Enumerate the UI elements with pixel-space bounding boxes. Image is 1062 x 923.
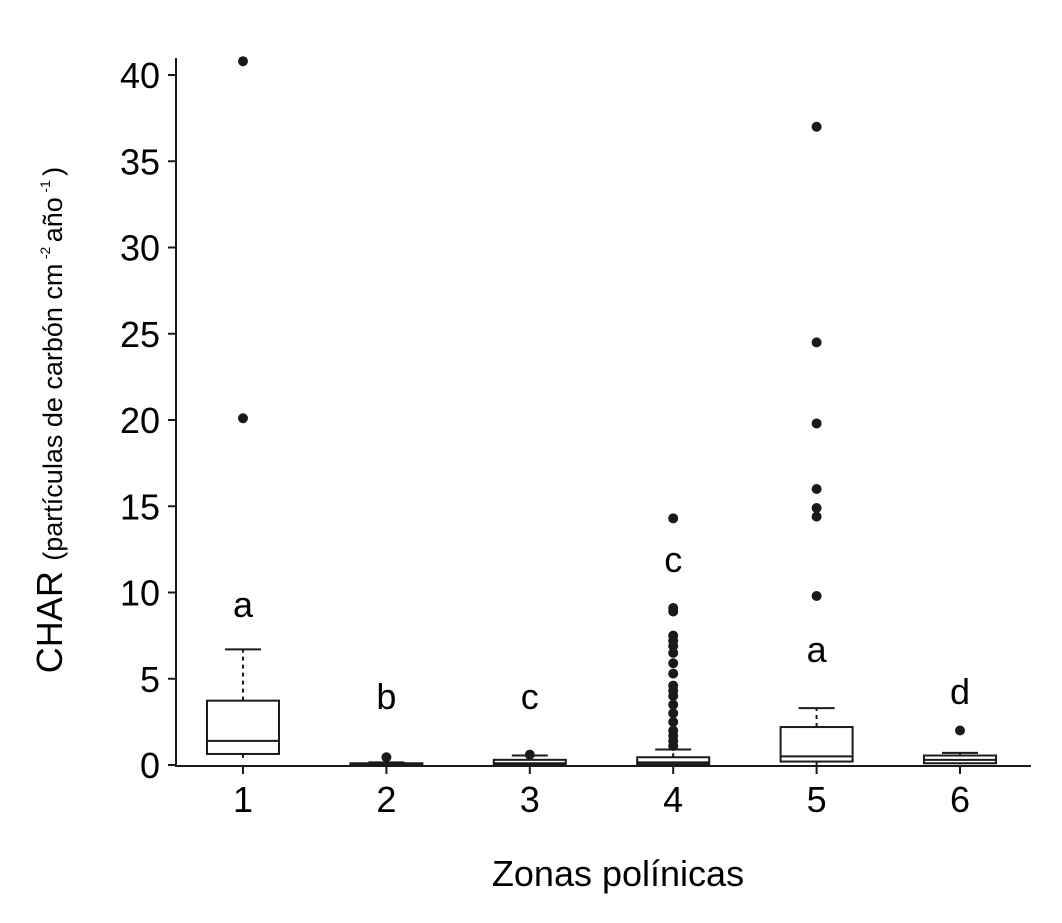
- box: [206, 699, 280, 755]
- significance-letter: a: [807, 629, 828, 670]
- y-tick-label: 5: [140, 659, 160, 700]
- x-tick-label: 5: [807, 779, 827, 820]
- y-tick-label: 15: [120, 486, 160, 527]
- significance-letter: d: [950, 671, 970, 712]
- box-group-6: d: [923, 671, 997, 765]
- outlier-point: [811, 590, 822, 601]
- x-tick-label: 6: [950, 779, 970, 820]
- y-label-mid: año: [38, 197, 68, 242]
- box-group-5: a: [779, 121, 854, 765]
- x-tick-label: 3: [520, 779, 540, 820]
- box: [492, 758, 567, 766]
- outlier-point: [668, 699, 679, 710]
- x-tick-label: 2: [376, 779, 396, 820]
- outlier-point: [811, 511, 822, 522]
- significance-letter: b: [376, 676, 396, 717]
- outlier-point: [524, 749, 535, 760]
- y-label-unit: (partículas de carbón cm: [38, 264, 68, 561]
- outlier-point: [811, 337, 822, 348]
- outlier-point: [238, 56, 248, 67]
- outlier-point: [668, 513, 679, 524]
- box-group-2: b: [349, 676, 424, 767]
- outlier-point: [668, 708, 679, 719]
- outlier-point: [668, 658, 679, 669]
- outlier-point: [668, 603, 679, 614]
- y-tick-label: 0: [140, 745, 160, 786]
- outlier-point: [668, 716, 679, 727]
- x-tick-label: 4: [663, 779, 683, 820]
- box-group-3: c: [492, 676, 567, 766]
- outlier-point: [811, 502, 822, 513]
- y-axis-label: CHAR (partículas de carbón cm -2 año -1 …: [29, 167, 70, 673]
- box: [636, 756, 711, 766]
- x-tick-label: 1: [233, 779, 253, 820]
- y-label-main: CHAR: [29, 571, 70, 673]
- y-label-sup1: -2: [37, 246, 53, 259]
- y-tick-label: 10: [120, 573, 160, 614]
- outlier-point: [668, 668, 679, 679]
- outlier-point: [811, 484, 822, 494]
- outlier-point: [955, 725, 965, 736]
- y-label-close: ): [38, 167, 68, 176]
- outlier-point: [668, 725, 679, 736]
- significance-letter: c: [521, 676, 539, 717]
- y-tick-label: 20: [120, 400, 160, 441]
- y-tick-label: 30: [120, 228, 160, 269]
- outlier-point: [668, 630, 679, 641]
- y-tick-label: 40: [120, 55, 160, 96]
- y-tick-label: 35: [120, 141, 160, 182]
- outlier-point: [238, 413, 248, 424]
- outlier-point: [811, 121, 822, 132]
- y-label-sup2: -1: [37, 180, 53, 193]
- outlier-point: [668, 680, 679, 691]
- significance-letter: a: [233, 584, 254, 625]
- outlier-point: [668, 647, 679, 658]
- y-tick-label: 25: [120, 314, 160, 355]
- outlier-point: [381, 752, 392, 763]
- x-axis-label: Zonas polínicas: [492, 853, 744, 894]
- significance-letter: c: [664, 539, 682, 580]
- outlier-point: [811, 418, 822, 429]
- box-group-4: c: [636, 513, 711, 766]
- box-group-1: a: [206, 56, 280, 760]
